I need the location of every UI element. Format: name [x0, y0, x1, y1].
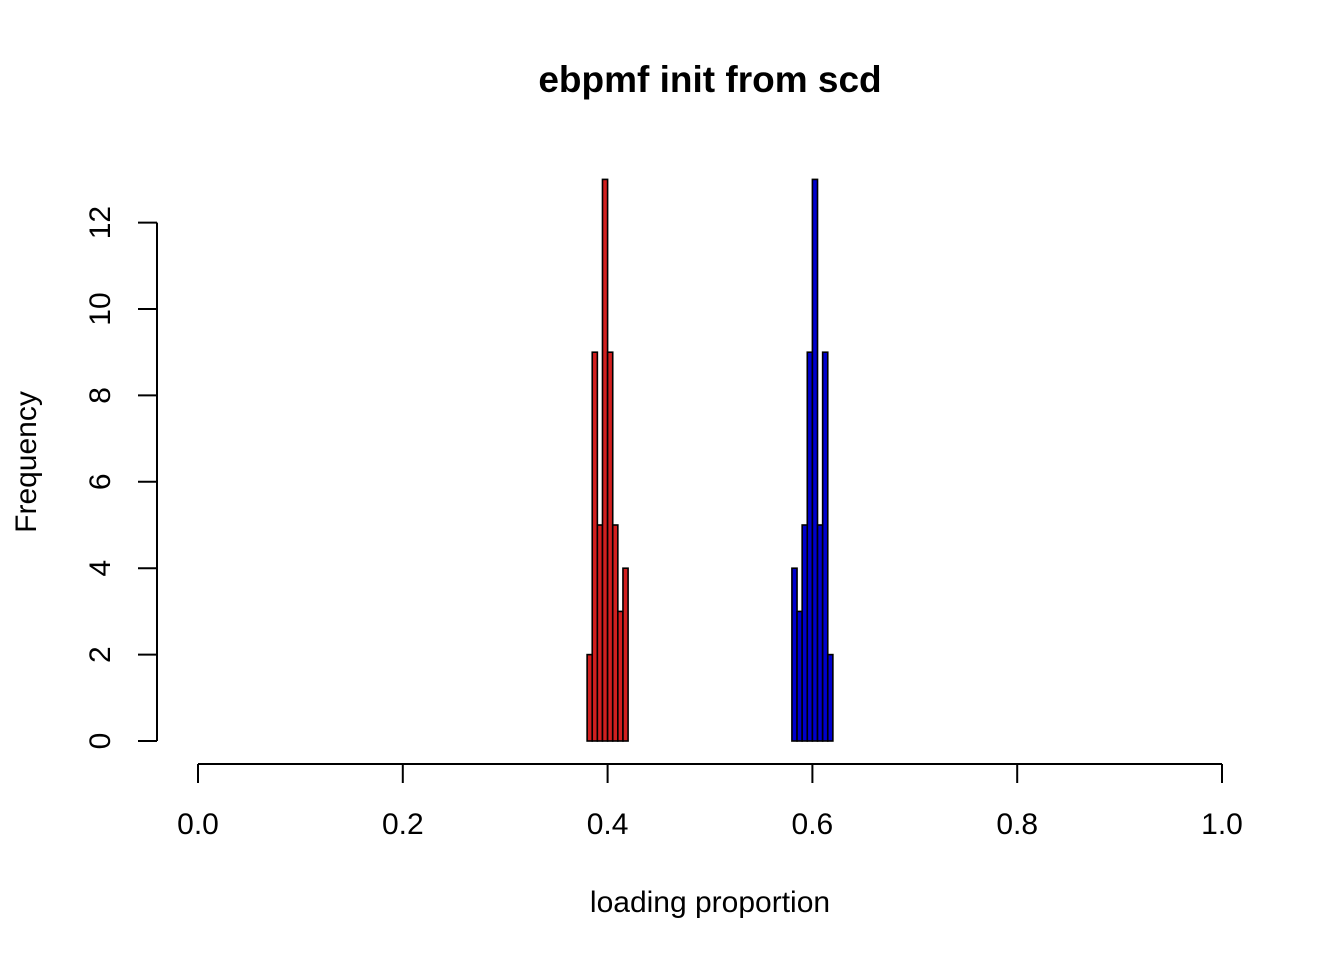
histogram-bar: [826, 653, 834, 742]
x-tick-label: 0.6: [792, 808, 834, 841]
x-axis-label: loading proportion: [590, 886, 830, 919]
y-axis-label: Frequency: [10, 391, 43, 533]
chart-title: ebpmf init from scd: [538, 59, 881, 100]
x-axis: 0.0 0.2 0.4 0.6 0.8 1.0: [177, 763, 1243, 841]
x-tick-label: 0.4: [587, 808, 629, 841]
y-tick-label: 8: [84, 387, 117, 404]
bars-group: [586, 178, 834, 742]
y-tick-label: 12: [84, 206, 117, 239]
y-tick-label: 6: [84, 473, 117, 490]
histogram-bar: [622, 567, 629, 742]
histogram-bar: [821, 351, 829, 742]
y-tick-label: 4: [84, 560, 117, 577]
x-tick-label: 0.8: [996, 808, 1038, 841]
x-tick-label: 1.0: [1201, 808, 1243, 841]
y-axis: 0 2 4 6 8 10 12: [84, 206, 158, 750]
y-tick-label: 2: [84, 646, 117, 663]
x-tick-label: 0.2: [382, 808, 424, 841]
histogram-bar: [811, 178, 819, 742]
y-tick-label: 0: [84, 733, 117, 750]
x-tick-label: 0.0: [177, 808, 219, 841]
y-tick-label: 10: [84, 292, 117, 325]
